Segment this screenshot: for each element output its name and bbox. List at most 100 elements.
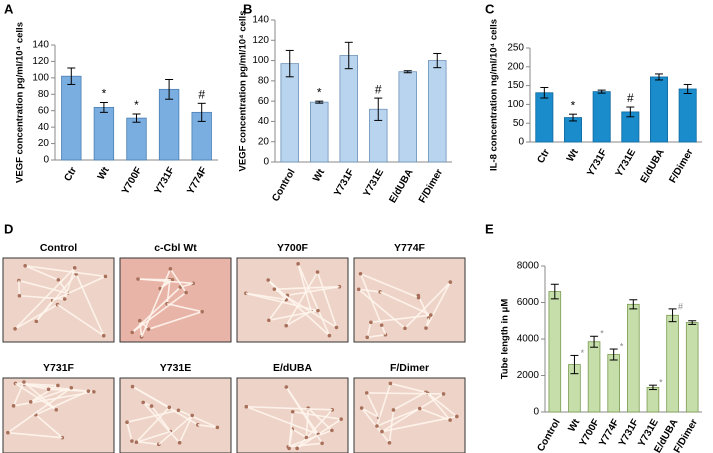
tube [139, 320, 150, 330]
cell-node [130, 439, 134, 443]
error-bar [403, 70, 412, 74]
bar [61, 75, 82, 161]
bar [587, 341, 601, 413]
bar [158, 88, 180, 161]
cell-node [86, 389, 91, 393]
significance-mark: # [678, 301, 683, 311]
cell-node [327, 333, 332, 338]
error-bar [67, 67, 76, 85]
significance-mark: * [659, 378, 663, 388]
tube [12, 381, 25, 407]
x-tick-label: Y700F [120, 165, 144, 196]
tube [35, 390, 89, 416]
y-tick-label: 2000 [517, 370, 540, 381]
x-tick-label: Wt [311, 167, 327, 184]
cell-node [356, 287, 361, 292]
y-tick-label: 100 [507, 99, 524, 110]
significance-mark: # [375, 82, 382, 96]
cell-node [134, 440, 139, 445]
error-bar [609, 348, 618, 361]
error-bar [285, 49, 294, 78]
cell-node [191, 281, 196, 286]
tube [366, 392, 380, 418]
cell-node [315, 270, 320, 274]
tube [23, 381, 57, 411]
bar [126, 117, 147, 161]
error-bar [344, 41, 353, 70]
cell-node [334, 325, 339, 330]
y-axis-label: IL-8 concentration ng/ml/10⁴ cells [489, 19, 500, 171]
cell-node [358, 271, 363, 276]
error-bar [132, 113, 141, 123]
cell-node [267, 318, 271, 323]
micrograph [2, 257, 115, 343]
significance-mark: * [134, 98, 139, 112]
y-axis-label: Tube length in μM [500, 299, 511, 380]
tube [285, 386, 319, 435]
bar [535, 92, 554, 143]
y-tick-label: 40 [258, 116, 270, 127]
bar [678, 88, 697, 143]
y-tick-label: 80 [38, 89, 50, 100]
cell-node [141, 400, 145, 405]
cell-node [130, 384, 135, 389]
tube [18, 280, 21, 296]
cell-node [56, 278, 61, 282]
y-tick-label: 0 [518, 137, 524, 148]
x-tick-label: Ctr [535, 147, 552, 165]
cell-node [138, 318, 142, 323]
cell-node [387, 441, 392, 445]
tube [24, 383, 49, 391]
tube [7, 387, 72, 434]
significance-mark: * [317, 85, 322, 99]
tube [285, 271, 319, 327]
tube [393, 391, 427, 411]
cell-node [22, 380, 26, 384]
bar [398, 71, 417, 163]
y-tick-label: 120 [32, 56, 49, 67]
cell-node [441, 392, 446, 396]
cell-node [429, 313, 433, 317]
y-tick-label: 40 [38, 122, 50, 133]
error-bar [99, 102, 108, 113]
y-tick-label: 140 [252, 15, 269, 26]
panel-label: D [4, 221, 13, 236]
bar [280, 63, 299, 163]
cell-node [287, 446, 291, 451]
cell-node [13, 326, 17, 331]
tube [246, 405, 319, 436]
cell-node [170, 278, 175, 282]
cell-node [379, 323, 384, 327]
significance-mark: # [627, 91, 634, 105]
significance-mark: * [571, 98, 576, 112]
y-tick-label: 0 [533, 407, 539, 418]
tube [381, 415, 457, 433]
error-bar [629, 299, 638, 310]
x-tick-label: Y731F [153, 165, 177, 196]
tube [131, 291, 187, 334]
cell-node [364, 391, 369, 395]
tube [169, 268, 187, 293]
tube [24, 265, 59, 281]
error-bar [550, 283, 559, 300]
significance-mark: * [620, 341, 624, 351]
x-tick-label: Control [270, 167, 297, 203]
y-tick-label: 20 [258, 136, 270, 147]
cell-node [391, 408, 396, 412]
significance-mark: # [198, 87, 205, 101]
tube [366, 392, 444, 395]
y-axis-label: VEGF concentration pg/ml/10⁴ cells [238, 11, 249, 172]
tube [14, 382, 57, 411]
cell-node [62, 297, 67, 301]
image-title: c-Cbl Wt [154, 242, 197, 254]
cell-node [284, 385, 289, 389]
x-tick-label: Y731E [362, 167, 387, 199]
bar [309, 101, 329, 163]
cell-node [295, 446, 299, 451]
x-tick-label: E/dUBA [387, 167, 415, 205]
cell-node [168, 267, 173, 271]
bar [650, 76, 669, 143]
tube [305, 408, 309, 438]
y-tick-label: 20 [38, 138, 50, 149]
x-tick-label: Wt [566, 417, 582, 434]
